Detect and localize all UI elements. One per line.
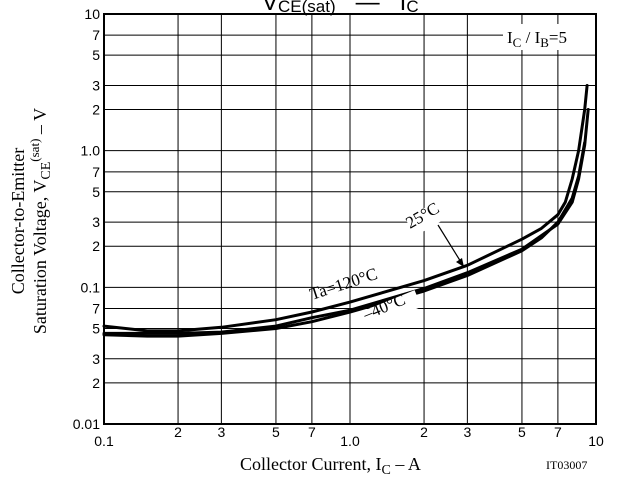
- x-tick-label: 10: [588, 433, 604, 449]
- x-tick-label: 3: [217, 424, 225, 440]
- y-tick-labels: 0.01 2 3 5 7 0.1 2 3 5 7 1.0 2 3 5 7 10: [73, 6, 100, 432]
- series-line-1: [102, 108, 590, 335]
- x-tick-label: 7: [308, 424, 316, 440]
- y-tick-label: 7: [92, 301, 100, 317]
- figure-id: IT03007: [546, 458, 587, 472]
- x-tick-label: 5: [518, 424, 526, 440]
- x-tick-label: 2: [174, 424, 182, 440]
- chart-title: VCE(sat) — IC: [262, 0, 419, 16]
- x-tick-label: 5: [272, 424, 280, 440]
- condition-label-bg: [503, 24, 595, 50]
- y-tick-label: 5: [92, 320, 100, 336]
- y-tick-label: 2: [92, 102, 100, 118]
- condition-label: IC / IB=5: [507, 28, 567, 50]
- curves: [102, 84, 590, 338]
- y-tick-label: 0.1: [81, 279, 101, 295]
- series-line-2: [102, 140, 587, 338]
- series-line-0: [102, 84, 589, 333]
- y-tick-label: 10: [84, 6, 100, 22]
- series-label-25c-group: 25°C: [403, 193, 465, 268]
- series-label-m40c-bg: [362, 290, 422, 328]
- x-tick-label: 1.0: [340, 433, 360, 449]
- y-tick-label: 7: [92, 27, 100, 43]
- x-tick-label: 3: [463, 424, 471, 440]
- x-tick-labels: 0.1 2 3 5 7 1.0 2 3 5 7 10: [94, 424, 604, 449]
- y-tick-label: 3: [92, 77, 100, 93]
- plot-frame: [103, 13, 597, 425]
- x-tick-label: 2: [420, 424, 428, 440]
- y-tick-label: 7: [92, 164, 100, 180]
- y-tick-label: 0.01: [73, 416, 100, 432]
- y-tick-label: 1.0: [81, 143, 101, 159]
- y-tick-label: 3: [92, 214, 100, 230]
- x-axis-label: Collector Current, IC – A: [240, 454, 421, 475]
- y-tick-label: 2: [92, 238, 100, 254]
- y-axis-label-line2: Saturation Voltage, VCE(sat) – V: [27, 108, 54, 334]
- x-tick-label: 0.1: [94, 433, 114, 449]
- series-label-25c-bg: [405, 193, 459, 237]
- grid-lines: [104, 14, 596, 424]
- y-tick-label: 5: [92, 47, 100, 63]
- y-axis-label-line1: Collector-to-Emitter: [8, 148, 28, 295]
- y-tick-label: 3: [92, 351, 100, 367]
- series-arrowhead-25c: [456, 258, 464, 267]
- x-tick-label: 7: [554, 424, 562, 440]
- y-tick-label: 5: [92, 184, 100, 200]
- y-tick-label: 2: [92, 375, 100, 391]
